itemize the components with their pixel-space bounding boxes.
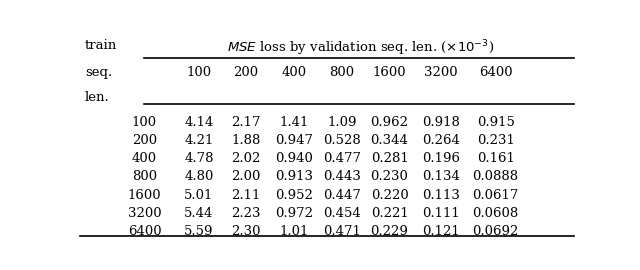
Text: 100: 100 <box>186 66 212 79</box>
Text: 0.962: 0.962 <box>371 116 408 129</box>
Text: 100: 100 <box>132 116 157 129</box>
Text: 4.14: 4.14 <box>184 116 214 129</box>
Text: train: train <box>85 39 117 52</box>
Text: 400: 400 <box>132 152 157 165</box>
Text: 1.88: 1.88 <box>232 134 261 147</box>
Text: 800: 800 <box>330 66 355 79</box>
Text: 5.59: 5.59 <box>184 225 214 238</box>
Text: 0.915: 0.915 <box>477 116 515 129</box>
Text: $MSE$ loss by validation seq. len. ($\times 10^{-3}$): $MSE$ loss by validation seq. len. ($\ti… <box>227 39 494 58</box>
Text: 0.161: 0.161 <box>477 152 515 165</box>
Text: 1600: 1600 <box>372 66 406 79</box>
Text: 1.01: 1.01 <box>280 225 309 238</box>
Text: 0.952: 0.952 <box>275 189 313 202</box>
Text: 0.281: 0.281 <box>371 152 408 165</box>
Text: 0.918: 0.918 <box>422 116 460 129</box>
Text: 0.477: 0.477 <box>323 152 361 165</box>
Text: len.: len. <box>85 91 109 104</box>
Text: 0.121: 0.121 <box>422 225 460 238</box>
Text: 0.471: 0.471 <box>323 225 361 238</box>
Text: 5.01: 5.01 <box>184 189 214 202</box>
Text: 0.111: 0.111 <box>422 207 460 220</box>
Text: 2.17: 2.17 <box>232 116 261 129</box>
Text: 0.113: 0.113 <box>422 189 460 202</box>
Text: 6400: 6400 <box>127 225 161 238</box>
Text: 0.0888: 0.0888 <box>472 170 518 183</box>
Text: 400: 400 <box>282 66 307 79</box>
Text: 0.947: 0.947 <box>275 134 313 147</box>
Text: 0.134: 0.134 <box>422 170 460 183</box>
Text: 0.231: 0.231 <box>477 134 515 147</box>
Text: 3200: 3200 <box>127 207 161 220</box>
Text: 4.21: 4.21 <box>184 134 214 147</box>
Text: 0.196: 0.196 <box>422 152 460 165</box>
Text: 4.78: 4.78 <box>184 152 214 165</box>
Text: 2.11: 2.11 <box>232 189 261 202</box>
Text: 0.913: 0.913 <box>275 170 313 183</box>
Text: 0.220: 0.220 <box>371 189 408 202</box>
Text: 0.443: 0.443 <box>323 170 361 183</box>
Text: 1600: 1600 <box>127 189 161 202</box>
Text: 1.41: 1.41 <box>280 116 309 129</box>
Text: 2.02: 2.02 <box>232 152 261 165</box>
Text: 200: 200 <box>234 66 259 79</box>
Text: 5.44: 5.44 <box>184 207 214 220</box>
Text: 0.528: 0.528 <box>323 134 361 147</box>
Text: 0.940: 0.940 <box>275 152 313 165</box>
Text: 0.229: 0.229 <box>371 225 408 238</box>
Text: 0.344: 0.344 <box>371 134 408 147</box>
Text: 800: 800 <box>132 170 157 183</box>
Text: 0.0692: 0.0692 <box>472 225 519 238</box>
Text: 0.221: 0.221 <box>371 207 408 220</box>
Text: 6400: 6400 <box>479 66 513 79</box>
Text: 2.23: 2.23 <box>232 207 261 220</box>
Text: 1.09: 1.09 <box>327 116 356 129</box>
Text: 2.30: 2.30 <box>232 225 261 238</box>
Text: 3200: 3200 <box>424 66 458 79</box>
Text: seq.: seq. <box>85 66 112 79</box>
Text: 0.230: 0.230 <box>371 170 408 183</box>
Text: 0.454: 0.454 <box>323 207 361 220</box>
Text: 200: 200 <box>132 134 157 147</box>
Text: 0.447: 0.447 <box>323 189 361 202</box>
Text: 2.00: 2.00 <box>232 170 261 183</box>
Text: 0.264: 0.264 <box>422 134 460 147</box>
Text: 0.0617: 0.0617 <box>472 189 519 202</box>
Text: 4.80: 4.80 <box>184 170 214 183</box>
Text: 0.0608: 0.0608 <box>472 207 519 220</box>
Text: 0.972: 0.972 <box>275 207 313 220</box>
